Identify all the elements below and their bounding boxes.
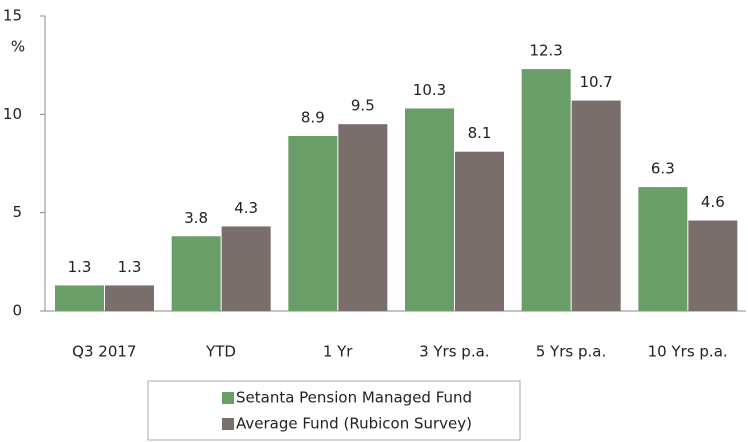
data-label: 4.3 xyxy=(234,199,258,217)
bar xyxy=(288,135,338,311)
x-tick-label: 10 Yrs p.a. xyxy=(648,343,728,361)
x-tick-label: Q3 2017 xyxy=(72,343,136,361)
bar xyxy=(105,285,154,311)
bar xyxy=(55,285,104,311)
bar xyxy=(405,108,454,311)
x-tick-label: 1 Yr xyxy=(323,343,353,361)
y-tick-label: 10 xyxy=(3,105,22,123)
y-axis-label: % xyxy=(11,38,25,56)
legend-box xyxy=(147,380,521,441)
data-label: 4.6 xyxy=(701,193,725,211)
y-tick-label: 0 xyxy=(12,302,22,320)
legend-swatch xyxy=(222,418,234,430)
bar xyxy=(521,69,571,311)
legend-label: Setanta Pension Managed Fund xyxy=(236,389,472,407)
data-label: 8.1 xyxy=(468,124,492,142)
data-label: 12.3 xyxy=(529,42,562,60)
data-label: 10.3 xyxy=(413,81,446,99)
y-tick-label: 5 xyxy=(12,203,22,221)
data-label: 1.3 xyxy=(68,258,92,276)
x-tick-label: YTD xyxy=(205,343,236,361)
data-label: 6.3 xyxy=(651,160,675,178)
x-tick-label: 3 Yrs p.a. xyxy=(419,343,489,361)
data-label: 9.5 xyxy=(351,97,375,115)
legend-label: Average Fund (Rubicon Survey) xyxy=(236,415,472,433)
bar xyxy=(455,151,504,311)
x-tick-label: 5 Yrs p.a. xyxy=(536,343,606,361)
y-tick-label: 15 xyxy=(3,7,22,25)
bar xyxy=(338,124,388,312)
data-label: 8.9 xyxy=(301,108,325,126)
legend-swatch xyxy=(222,392,234,404)
bar xyxy=(571,100,621,311)
data-label: 3.8 xyxy=(184,209,208,227)
bar xyxy=(638,187,688,311)
bar xyxy=(221,226,271,311)
data-label: 10.7 xyxy=(579,73,612,91)
data-label: 1.3 xyxy=(118,258,142,276)
bar xyxy=(171,236,221,311)
bar xyxy=(688,220,738,311)
